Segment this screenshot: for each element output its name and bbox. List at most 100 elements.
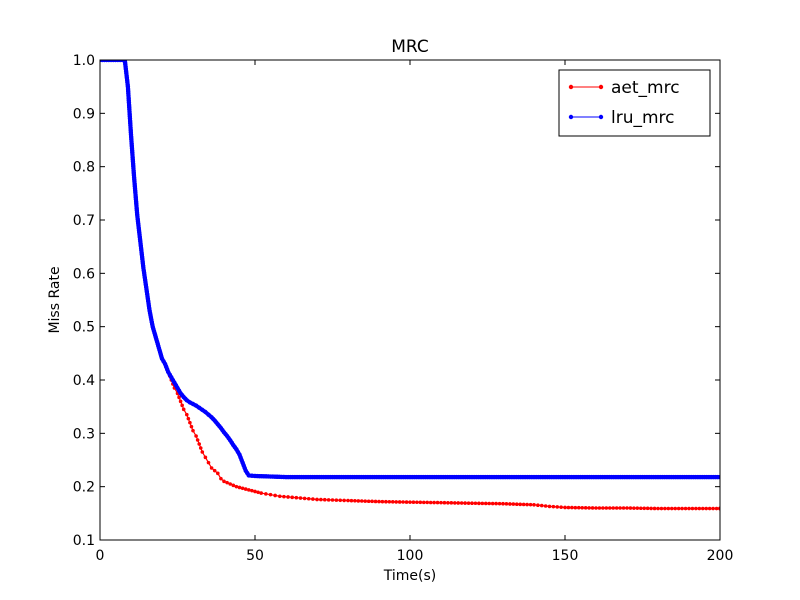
series-point-aet_mrc xyxy=(428,500,433,505)
series-point-aet_mrc xyxy=(212,468,217,473)
series-point-aet_mrc xyxy=(566,505,571,510)
series-point-aet_mrc xyxy=(334,498,339,502)
series-point-aet_mrc xyxy=(322,497,327,502)
series-point-aet_mrc xyxy=(435,500,440,505)
series-point-aet_mrc xyxy=(483,501,488,506)
series-point-aet_mrc xyxy=(621,506,626,510)
y-tick-label: 0.5 xyxy=(73,320,95,336)
series-point-aet_mrc xyxy=(432,500,436,505)
series-point-aet_mrc xyxy=(487,501,492,506)
series-point-aet_mrc xyxy=(590,506,595,510)
y-tick-label: 0.9 xyxy=(73,106,95,122)
series-point-aet_mrc xyxy=(663,506,667,511)
series-point-aet_mrc xyxy=(178,399,183,404)
plot-frame xyxy=(99,59,721,541)
series-point-aet_mrc xyxy=(697,506,702,511)
series-point-aet_mrc xyxy=(418,500,423,505)
series-point-aet_mrc xyxy=(676,506,681,511)
series-point-aet_mrc xyxy=(573,505,578,510)
series-point-aet_mrc xyxy=(326,498,331,502)
series-point-aet_mrc xyxy=(543,504,548,508)
series-point-aet_mrc xyxy=(219,476,223,481)
y-tick-label: 0.1 xyxy=(73,533,95,549)
series-point-aet_mrc xyxy=(714,506,719,511)
x-tick-label: 0 xyxy=(96,548,105,564)
series-point-aet_mrc xyxy=(594,506,598,510)
series-point-aet_mrc xyxy=(177,395,181,400)
series-point-aet_mrc xyxy=(576,505,581,510)
series-point-aet_mrc xyxy=(384,499,388,504)
series-point-aet_mrc xyxy=(380,499,385,504)
series-point-aet_mrc xyxy=(290,495,295,500)
series-point-aet_mrc xyxy=(425,500,430,505)
series-point-aet_mrc xyxy=(704,506,709,511)
series-point-aet_mrc xyxy=(185,412,189,417)
series-point-aet_mrc xyxy=(442,500,447,505)
series-point-aet_mrc xyxy=(607,506,612,510)
series-point-aet_mrc xyxy=(195,438,200,442)
series-point-aet_mrc xyxy=(181,407,186,412)
x-axis-label: Time(s) xyxy=(383,568,436,584)
series-point-aet_mrc xyxy=(286,495,290,499)
legend: aet_mrc lru_mrc xyxy=(558,69,711,137)
series-point-aet_mrc xyxy=(366,499,371,504)
series-point-aet_mrc xyxy=(601,506,605,510)
series-point-aet_mrc xyxy=(525,502,529,507)
x-tick-label: 50 xyxy=(246,548,264,564)
x-tick-label: 200 xyxy=(707,548,734,564)
legend-marker-aet_mrc xyxy=(598,84,604,90)
legend-marker-lru_mrc xyxy=(598,114,604,120)
series-point-aet_mrc xyxy=(583,506,588,510)
series-point-aet_mrc xyxy=(394,500,399,504)
series-point-aet_mrc xyxy=(349,498,354,503)
series-point-aet_mrc xyxy=(456,501,461,505)
series-point-aet_mrc xyxy=(209,466,214,470)
series-point-aet_mrc xyxy=(656,506,660,511)
series-point-aet_mrc xyxy=(415,500,419,505)
series-point-aet_mrc xyxy=(673,506,678,511)
series-point-lru_mrc xyxy=(206,412,211,417)
series-point-aet_mrc xyxy=(490,501,495,506)
series-point-lru_mrc xyxy=(193,403,199,408)
series-point-aet_mrc xyxy=(273,493,277,498)
series-point-aet_mrc xyxy=(338,498,343,503)
series-point-aet_mrc xyxy=(203,455,208,460)
series-point-aet_mrc xyxy=(253,489,257,494)
y-tick-label: 1.0 xyxy=(73,53,95,69)
series-point-aet_mrc xyxy=(446,500,450,505)
series-point-aet_mrc xyxy=(390,500,395,504)
series-point-aet_mrc xyxy=(694,506,698,511)
series-point-aet_mrc xyxy=(652,506,657,511)
series-point-aet_mrc xyxy=(547,504,552,509)
series-point-aet_mrc xyxy=(259,491,264,495)
series-point-aet_mrc xyxy=(188,420,192,425)
series-point-aet_mrc xyxy=(268,492,273,497)
series-point-aet_mrc xyxy=(711,506,715,511)
series-point-aet_mrc xyxy=(638,506,643,511)
series-point-aet_mrc xyxy=(298,496,303,500)
series-point-aet_mrc xyxy=(632,506,636,510)
series-point-aet_mrc xyxy=(477,501,481,506)
legend-box xyxy=(558,69,711,137)
series-point-aet_mrc xyxy=(387,499,392,504)
series-point-aet_mrc xyxy=(228,482,232,486)
series-point-aet_mrc xyxy=(306,496,311,501)
series-point-aet_mrc xyxy=(570,505,574,510)
series-point-lru_mrc xyxy=(197,405,202,410)
series-point-aet_mrc xyxy=(645,506,650,511)
series-point-lru_mrc xyxy=(200,407,205,413)
series-point-aet_mrc xyxy=(521,502,526,507)
series-point-aet_mrc xyxy=(508,502,512,506)
series-point-aet_mrc xyxy=(539,503,544,508)
series-point-aet_mrc xyxy=(470,501,474,506)
series-point-aet_mrc xyxy=(408,500,412,504)
series-point-aet_mrc xyxy=(659,506,664,511)
chart-title: MRC xyxy=(391,37,429,57)
series-point-aet_mrc xyxy=(189,424,194,429)
series-point-aet_mrc xyxy=(449,501,454,505)
series-point-aet_mrc xyxy=(587,506,591,510)
series-point-aet_mrc xyxy=(700,506,705,511)
series-point-aet_mrc xyxy=(480,501,485,506)
y-axis-label: Miss Rate xyxy=(47,266,63,333)
